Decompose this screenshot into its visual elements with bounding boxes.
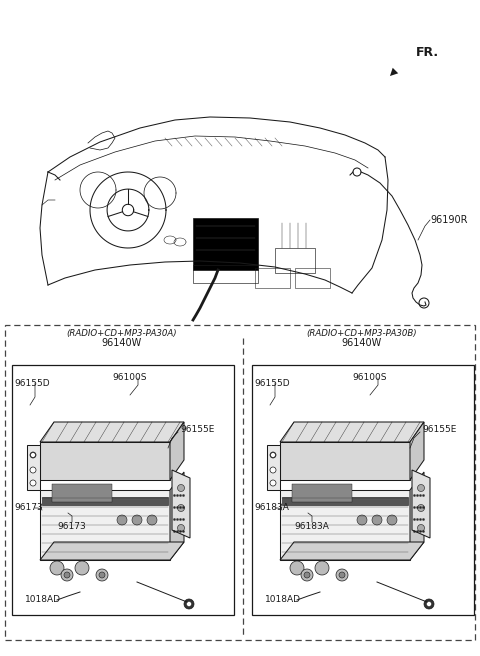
Bar (5, 325, 475, 640)
Circle shape (424, 599, 434, 609)
Circle shape (387, 515, 397, 525)
Circle shape (270, 452, 276, 458)
Polygon shape (280, 490, 410, 560)
Circle shape (96, 569, 108, 581)
Text: 96140W: 96140W (342, 338, 382, 348)
Circle shape (372, 515, 382, 525)
Circle shape (270, 467, 276, 473)
Polygon shape (280, 422, 424, 442)
Text: (RADIO+CD+MP3-PA30A): (RADIO+CD+MP3-PA30A) (67, 329, 177, 338)
Circle shape (178, 504, 184, 512)
Circle shape (187, 602, 192, 607)
Polygon shape (40, 442, 170, 480)
Polygon shape (172, 470, 190, 538)
Text: (RADIO+CD+MP3-PA30B): (RADIO+CD+MP3-PA30B) (307, 329, 417, 338)
Polygon shape (412, 470, 430, 538)
Bar (193, 218, 258, 270)
Circle shape (427, 602, 432, 607)
Polygon shape (170, 422, 184, 480)
Circle shape (184, 599, 194, 609)
Text: 96100S: 96100S (352, 373, 386, 382)
Circle shape (30, 452, 36, 458)
Text: 96190R: 96190R (430, 215, 468, 225)
Text: 96155D: 96155D (254, 379, 289, 388)
Text: 96173: 96173 (14, 504, 43, 512)
Circle shape (270, 480, 276, 486)
Circle shape (315, 561, 329, 575)
Text: 96183A: 96183A (295, 522, 329, 531)
Circle shape (64, 572, 70, 578)
Bar (52, 484, 112, 502)
Polygon shape (267, 445, 280, 490)
Bar (12, 365, 234, 615)
Circle shape (30, 467, 36, 473)
Polygon shape (410, 422, 424, 480)
Circle shape (61, 569, 73, 581)
Bar (255, 268, 290, 288)
Text: 96140W: 96140W (102, 338, 142, 348)
Bar (193, 265, 258, 283)
Circle shape (339, 572, 345, 578)
Polygon shape (410, 472, 424, 560)
Bar (292, 484, 352, 502)
Circle shape (178, 525, 184, 531)
Circle shape (336, 569, 348, 581)
Circle shape (290, 561, 304, 575)
Text: 96155E: 96155E (422, 426, 456, 434)
Polygon shape (27, 445, 40, 490)
Circle shape (304, 572, 310, 578)
Circle shape (147, 515, 157, 525)
Circle shape (418, 485, 424, 491)
Polygon shape (40, 422, 184, 442)
Bar (252, 365, 474, 615)
Text: 1018AD: 1018AD (265, 596, 301, 604)
Circle shape (357, 515, 367, 525)
Circle shape (178, 485, 184, 491)
Polygon shape (40, 542, 184, 560)
Bar (295, 268, 330, 288)
Polygon shape (170, 472, 184, 560)
Text: 96155D: 96155D (14, 379, 49, 388)
Bar (42, 497, 168, 505)
Circle shape (132, 515, 142, 525)
Text: FR.: FR. (416, 45, 439, 58)
Circle shape (75, 561, 89, 575)
Text: 1018AD: 1018AD (25, 596, 61, 604)
Circle shape (50, 561, 64, 575)
Text: 96100S: 96100S (112, 373, 146, 382)
Circle shape (99, 572, 105, 578)
Polygon shape (280, 442, 410, 480)
Text: 96155E: 96155E (180, 426, 215, 434)
Circle shape (117, 515, 127, 525)
Circle shape (418, 525, 424, 531)
Bar (282, 497, 408, 505)
Polygon shape (280, 542, 424, 560)
Circle shape (301, 569, 313, 581)
Circle shape (30, 480, 36, 486)
Polygon shape (40, 490, 170, 560)
Bar (275, 248, 315, 273)
Circle shape (418, 504, 424, 512)
Text: 96173: 96173 (58, 522, 86, 531)
Text: 96183A: 96183A (254, 504, 289, 512)
